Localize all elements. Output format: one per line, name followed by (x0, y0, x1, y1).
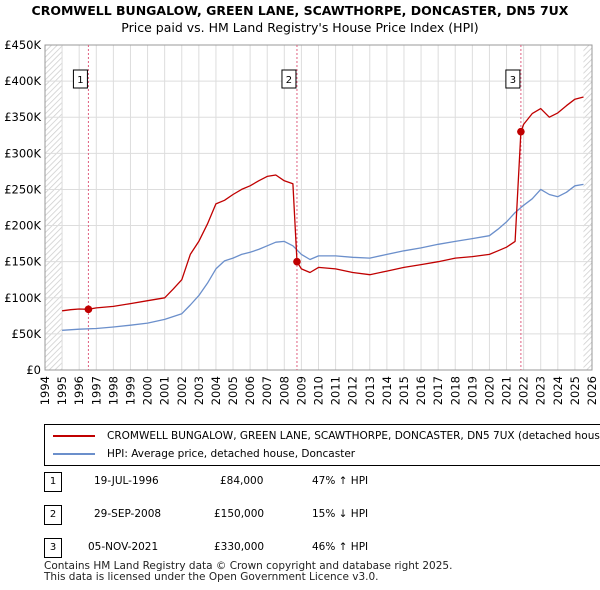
sale-marker-label: 1 (77, 75, 83, 86)
sale-hpi-diff: 46% ↑ HPI (312, 541, 369, 553)
x-tick-label: 1996 (72, 376, 86, 405)
x-tick-label: 2022 (517, 376, 531, 405)
y-tick-label: £450K (4, 38, 41, 52)
x-tick-label: 2017 (431, 376, 445, 405)
x-tick-label: 2019 (465, 376, 479, 405)
sale-price: £330,000 (214, 541, 265, 553)
sale-price: £150,000 (214, 508, 265, 520)
y-tick-label: £250K (4, 182, 41, 196)
y-tick-label: £50K (12, 327, 42, 341)
footer-line-2: This data is licensed under the Open Gov… (44, 571, 379, 583)
x-tick-label: 1997 (89, 376, 103, 405)
chart-title: CROMWELL BUNGALOW, GREEN LANE, SCAWTHORP… (0, 2, 600, 36)
x-tick-label: 2001 (158, 376, 172, 405)
y-tick-label: £350K (4, 110, 41, 124)
legend-item-property: CROMWELL BUNGALOW, GREEN LANE, SCAWTHORP… (53, 428, 600, 444)
sale-date: 29-SEP-2008 (94, 508, 162, 520)
x-tick-label: 1999 (123, 376, 137, 405)
legend-swatch-property (53, 435, 95, 437)
x-tick-label: 2006 (243, 376, 257, 405)
x-tick-label: 2021 (500, 376, 514, 405)
x-tick-label: 1994 (38, 376, 52, 405)
x-tick-label: 2007 (260, 376, 274, 405)
x-tick-label: 2002 (175, 376, 189, 405)
y-tick-label: £300K (4, 146, 41, 160)
x-tick-label: 2020 (482, 376, 496, 405)
no-data-region-right (583, 45, 592, 370)
legend-item-hpi: HPI: Average price, detached house, Donc… (53, 446, 355, 462)
sale-point (293, 257, 301, 266)
x-tick-label: 2003 (192, 376, 206, 405)
x-tick-label: 2004 (209, 376, 223, 405)
x-tick-label: 2012 (346, 376, 360, 405)
x-tick-label: 2009 (294, 376, 308, 405)
x-tick-label: 1998 (106, 376, 120, 405)
sale-number-badge: 3 (44, 538, 62, 558)
sale-marker-label: 2 (286, 75, 292, 86)
sale-row: 1 19-JUL-1996 £84,000 47% ↑ HPI (44, 472, 444, 494)
sale-price: £84,000 (220, 475, 264, 487)
x-tick-label: 1995 (55, 376, 69, 405)
sale-row: 3 05-NOV-2021 £330,000 46% ↑ HPI (44, 538, 444, 560)
sale-row: 2 29-SEP-2008 £150,000 15% ↓ HPI (44, 505, 444, 527)
x-tick-label: 2015 (397, 376, 411, 405)
sale-hpi-diff: 47% ↑ HPI (312, 475, 369, 487)
sale-marker-box (72, 69, 88, 89)
x-tick-label: 2014 (380, 376, 394, 405)
sale-date: 19-JUL-1996 (94, 475, 159, 487)
x-tick-label: 2018 (448, 376, 462, 405)
legend-label-hpi: HPI: Average price, detached house, Donc… (107, 448, 356, 460)
x-tick-label: 2026 (585, 376, 599, 405)
sale-marker-box (281, 69, 297, 89)
x-tick-label: 2000 (141, 376, 155, 405)
footer-line-1: Contains HM Land Registry data © Crown c… (44, 560, 453, 572)
footer-attribution: Contains HM Land Registry data © Crown c… (44, 561, 452, 583)
property-price-line (62, 96, 584, 312)
y-tick-label: £400K (4, 74, 41, 88)
price-chart: £0 £50K £100K £150K £200K £250K £300K £350K £400… (4, 38, 599, 405)
legend-swatch-hpi (53, 453, 95, 455)
hpi-line (62, 183, 584, 331)
x-tick-label: 2005 (226, 376, 240, 405)
sale-point (84, 305, 93, 314)
sale-number-badge: 1 (44, 472, 62, 492)
x-tick-label: 2008 (277, 376, 291, 405)
sale-date: 05-NOV-2021 (88, 541, 159, 553)
y-tick-label: £200K (4, 219, 41, 233)
x-tick-label: 2010 (312, 376, 326, 405)
x-tick-label: 2016 (414, 376, 428, 405)
sale-marker-label: 3 (510, 75, 516, 86)
x-tick-label: 2013 (363, 376, 377, 405)
no-data-region-left (45, 45, 63, 370)
sale-marker-box (505, 69, 521, 89)
sale-hpi-diff: 15% ↓ HPI (312, 508, 369, 520)
y-tick-label: £0 (26, 363, 41, 377)
x-tick-label: 2024 (551, 376, 565, 405)
x-tick-label: 2011 (329, 376, 343, 405)
sale-number-badge: 2 (44, 505, 62, 525)
legend-label-property: CROMWELL BUNGALOW, GREEN LANE, SCAWTHORP… (107, 430, 600, 442)
chart-legend: CROMWELL BUNGALOW, GREEN LANE, SCAWTHORP… (44, 424, 600, 466)
x-tick-label: 2025 (568, 376, 582, 405)
x-tick-label: 2023 (534, 376, 548, 405)
plot-border (44, 44, 593, 371)
title-line-1: CROMWELL BUNGALOW, GREEN LANE, SCAWTHORP… (31, 3, 569, 18)
y-tick-label: £100K (4, 291, 41, 305)
title-line-2: Price paid vs. HM Land Registry's House … (121, 20, 479, 35)
y-tick-label: £150K (4, 255, 41, 269)
sale-point (517, 127, 525, 136)
